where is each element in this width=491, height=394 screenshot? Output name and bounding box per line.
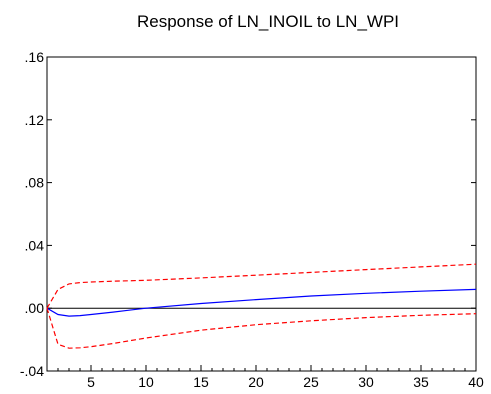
x-tick-label: 35 bbox=[413, 374, 429, 390]
confidence-band-line-1 bbox=[46, 263, 477, 309]
y-tick-label: .12 bbox=[25, 112, 45, 128]
x-tick-label: 25 bbox=[303, 374, 319, 390]
chart-title: Response of LN_INOIL to LN_WPI bbox=[137, 12, 399, 31]
x-tick-label: 40 bbox=[468, 374, 484, 390]
y-tick-label: .00 bbox=[25, 300, 45, 316]
y-tick-label: .04 bbox=[25, 237, 45, 253]
confidence-band-line-2 bbox=[46, 308, 477, 349]
response-line bbox=[46, 288, 477, 317]
y-tick-label: .08 bbox=[25, 175, 45, 191]
x-tick-label: 20 bbox=[248, 374, 264, 390]
x-tick-label: 5 bbox=[87, 374, 95, 390]
x-tick-label: 30 bbox=[358, 374, 374, 390]
x-tick-label: 10 bbox=[138, 374, 154, 390]
plot-frame bbox=[46, 56, 477, 372]
y-tick-label: -.04 bbox=[20, 363, 44, 379]
y-tick-label: .16 bbox=[25, 49, 45, 65]
x-tick-label: 15 bbox=[193, 374, 209, 390]
